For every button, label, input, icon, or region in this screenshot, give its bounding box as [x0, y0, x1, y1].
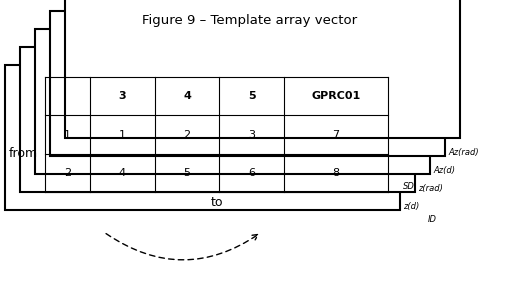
Text: SD: SD	[403, 182, 415, 191]
Text: 1: 1	[64, 129, 71, 139]
Bar	[35, 29, 430, 174]
Text: 4: 4	[183, 91, 191, 101]
Text: 7: 7	[333, 129, 340, 139]
Text: 5: 5	[183, 168, 191, 178]
Text: to: to	[210, 195, 223, 208]
Text: Az(d): Az(d)	[433, 166, 455, 175]
Text: from: from	[8, 147, 37, 160]
Text: 1: 1	[119, 129, 126, 139]
Text: 2: 2	[64, 168, 71, 178]
Text: Figure 9 – Template array vector: Figure 9 – Template array vector	[142, 14, 357, 27]
Text: 2: 2	[183, 129, 191, 139]
Text: 3: 3	[119, 91, 126, 101]
Text: Az(rad): Az(rad)	[448, 148, 479, 157]
Text: 3: 3	[248, 129, 256, 139]
Text: z(d): z(d)	[403, 202, 419, 211]
Text: 6: 6	[248, 168, 256, 178]
Bar	[5, 65, 400, 210]
Bar	[20, 47, 415, 192]
Bar	[50, 11, 445, 156]
Text: 8: 8	[333, 168, 340, 178]
Text: 4: 4	[119, 168, 126, 178]
Text: ID: ID	[428, 215, 437, 224]
Bar	[65, 0, 460, 138]
Text: 5: 5	[248, 91, 256, 101]
Text: z(rad): z(rad)	[418, 184, 443, 193]
Text: GPRC01: GPRC01	[311, 91, 361, 101]
